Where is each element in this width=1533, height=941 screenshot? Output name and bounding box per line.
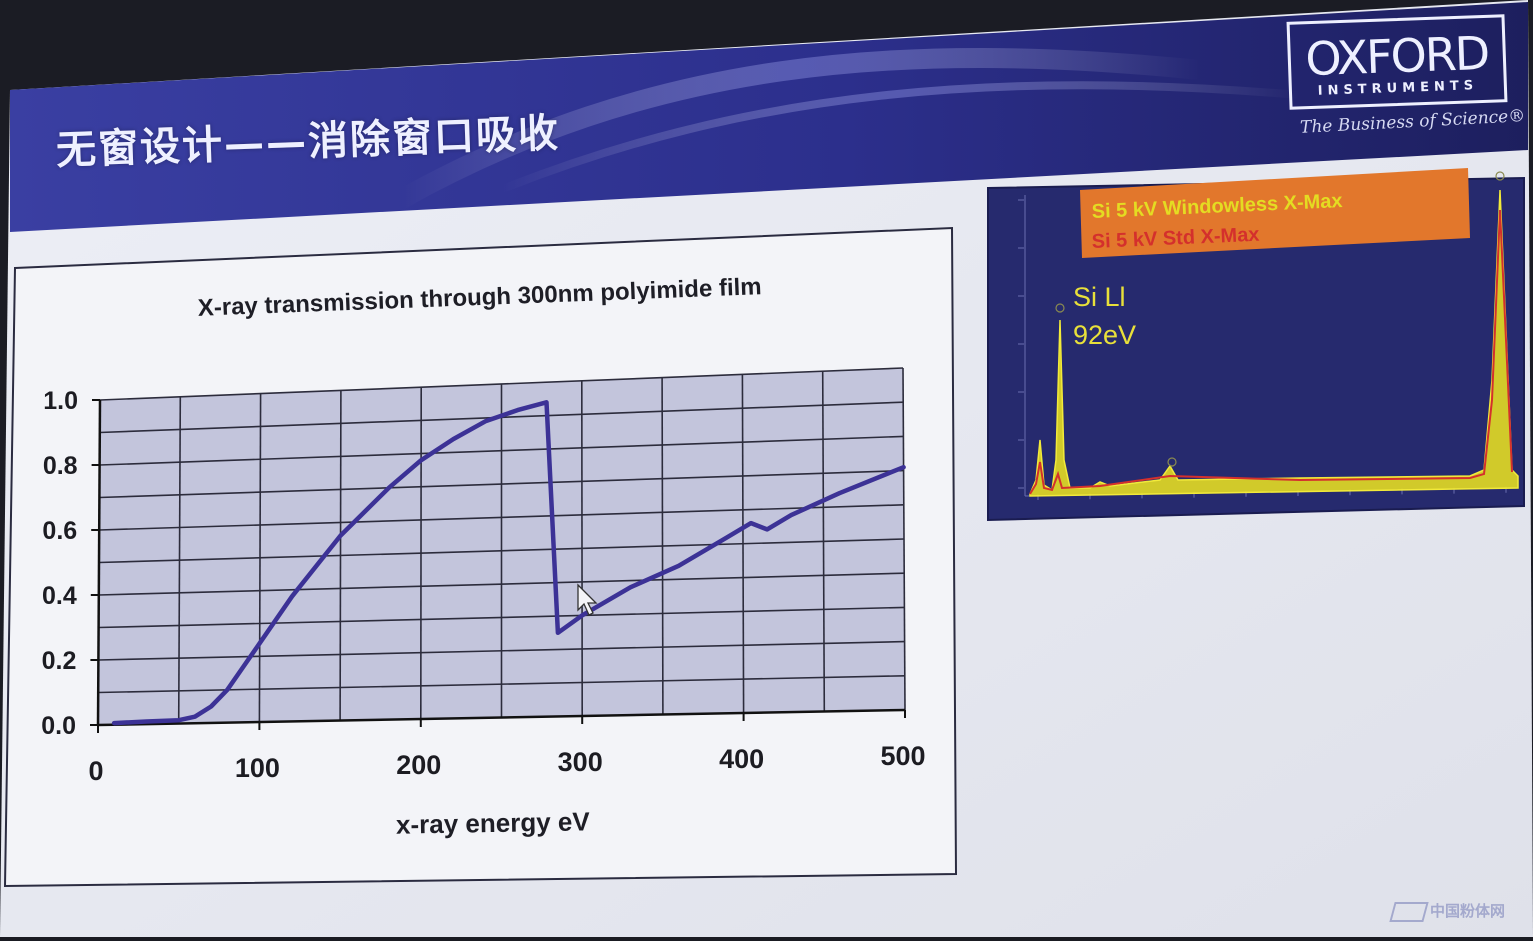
y-tick-label: 1.0 bbox=[43, 387, 78, 415]
site-watermark: 中国粉体网 bbox=[1392, 900, 1505, 922]
y-tick-label: 0.2 bbox=[42, 647, 77, 675]
x-tick-label: 0 bbox=[88, 756, 103, 786]
spectrum-annotation: Si Ll bbox=[1073, 282, 1126, 312]
grid-line-v bbox=[340, 390, 341, 720]
x-tick-label: 100 bbox=[235, 753, 280, 783]
x-tick-label: 400 bbox=[719, 744, 764, 774]
x-tick-label: 300 bbox=[558, 747, 603, 777]
watermark-text: 中国粉体网 bbox=[1430, 902, 1505, 920]
x-tick-label: 200 bbox=[396, 750, 441, 780]
oxford-logo: OXFORD INSTRUMENTS bbox=[1287, 14, 1508, 110]
y-tick-label: 0.6 bbox=[42, 517, 77, 545]
watermark-logo-icon bbox=[1389, 902, 1428, 922]
y-tick-label: 0.8 bbox=[43, 452, 78, 480]
y-tick-label: 0.4 bbox=[42, 582, 77, 610]
grid-line-v bbox=[662, 378, 663, 715]
y-tick-label: 0.0 bbox=[41, 712, 76, 740]
x-axis-label: x-ray energy eV bbox=[396, 806, 591, 839]
spectrum-annotation: 92eV bbox=[1073, 320, 1136, 350]
x-tick-label: 500 bbox=[880, 741, 925, 771]
